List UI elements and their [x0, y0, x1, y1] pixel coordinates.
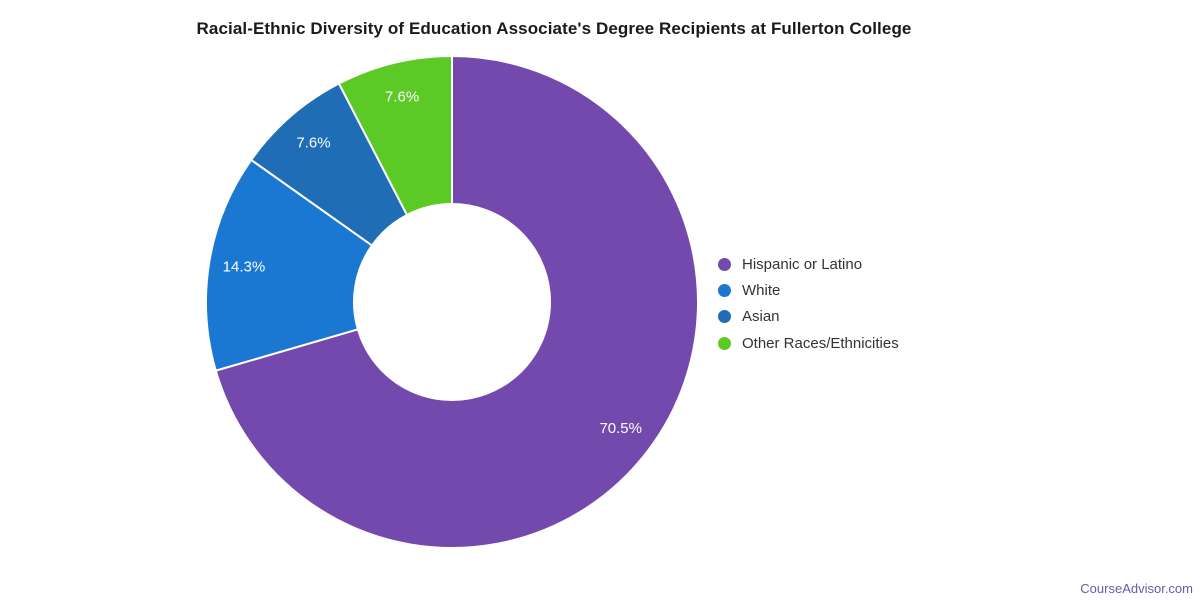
legend-item-white[interactable]: White	[718, 277, 899, 303]
pie-slice-white[interactable]	[205, 158, 373, 372]
pie-slice-hispanic-or-latino[interactable]	[214, 55, 699, 549]
legend-marker-asian	[718, 310, 731, 324]
legend-marker-white	[718, 283, 731, 297]
legend-label-asian: Asian	[742, 308, 780, 326]
pie-slice-other-races-ethnicities[interactable]	[337, 55, 453, 216]
legend-item-hispanic-or-latino[interactable]: Hispanic or Latino	[718, 251, 899, 277]
legend-label-hispanic-or-latino: Hispanic or Latino	[742, 255, 863, 273]
legend-item-asian[interactable]: Asian	[718, 304, 899, 330]
legend: Hispanic or Latino White Asian Other Races/…	[718, 251, 899, 356]
legend-item-other-races-ethnicities[interactable]: Other Races/Ethnicities	[718, 330, 899, 356]
chart-title: Racial-Ethnic Diversity of Education Ass…	[196, 19, 912, 38]
legend-label-other-races-ethnicities: Other Races/Ethnicities	[742, 334, 899, 352]
legend-label-white: White	[742, 281, 781, 299]
legend-marker-hispanic-or-latino	[718, 257, 731, 271]
legend-marker-other-races-ethnicities	[718, 336, 731, 350]
watermark-link[interactable]: CourseAdvisor.com	[1080, 581, 1193, 596]
